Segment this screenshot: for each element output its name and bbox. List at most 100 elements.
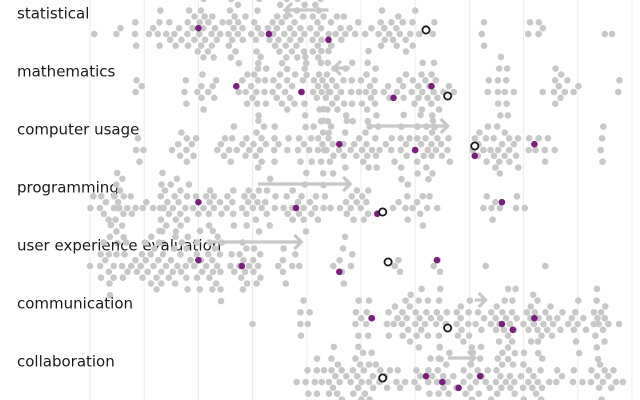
data-point	[298, 193, 305, 200]
data-point	[404, 181, 412, 188]
data-point	[351, 30, 359, 38]
data-point	[374, 123, 382, 130]
data-point	[511, 390, 518, 398]
data-point	[272, 193, 279, 200]
data-point	[255, 187, 263, 194]
data-point	[281, 88, 289, 96]
data-point	[540, 320, 547, 328]
data-point	[278, 19, 286, 26]
data-point	[156, 227, 163, 235]
data-point	[435, 106, 443, 113]
data-point	[598, 396, 605, 400]
data-point	[261, 88, 268, 96]
data-point	[303, 71, 310, 79]
data-point	[546, 378, 553, 386]
data-point	[532, 146, 539, 154]
data-point	[257, 274, 264, 282]
data-point	[343, 372, 350, 380]
data-point	[355, 135, 363, 142]
data-point	[216, 198, 224, 206]
data-point	[525, 378, 532, 386]
data-point	[204, 48, 212, 55]
data-point	[619, 378, 627, 386]
data-point	[541, 146, 548, 154]
data-point	[244, 198, 252, 206]
data-point	[183, 193, 191, 200]
data-point	[294, 54, 301, 61]
data-point	[364, 59, 371, 67]
data-point	[357, 77, 365, 84]
data-point	[313, 390, 321, 398]
highlight-point	[390, 94, 397, 102]
data-point	[553, 378, 560, 386]
data-point	[133, 77, 140, 84]
data-point	[184, 42, 192, 49]
data-point	[527, 338, 535, 345]
data-point	[185, 7, 193, 14]
data-point	[258, 158, 266, 165]
data-point	[503, 100, 510, 107]
data-point	[283, 193, 291, 200]
data-point	[508, 309, 516, 316]
data-point	[488, 204, 495, 212]
data-point	[466, 297, 474, 304]
data-point	[225, 146, 233, 154]
data-point	[258, 204, 266, 212]
data-point	[182, 77, 190, 84]
data-point	[319, 170, 327, 177]
data-point	[283, 54, 290, 61]
data-point	[329, 384, 337, 392]
data-point	[593, 297, 600, 304]
data-point	[493, 123, 501, 130]
data-point	[282, 13, 290, 20]
data-point	[590, 309, 598, 316]
data-point	[270, 146, 278, 154]
change-arrow-head	[293, 233, 304, 251]
data-point	[598, 135, 606, 142]
data-point	[254, 7, 261, 14]
data-point	[325, 135, 332, 142]
data-point	[200, 54, 207, 61]
data-point	[428, 129, 436, 136]
data-point	[198, 94, 205, 102]
data-point	[498, 384, 505, 392]
data-point	[397, 164, 405, 171]
data-point	[167, 181, 174, 188]
data-point	[314, 135, 322, 142]
data-point	[113, 228, 120, 235]
data-point	[169, 204, 177, 212]
data-point	[539, 88, 546, 96]
data-point	[411, 100, 418, 107]
data-point	[402, 297, 409, 304]
data-point	[338, 36, 345, 44]
data-point	[213, 36, 220, 44]
chart-row: collaboration	[17, 343, 627, 400]
data-point	[221, 135, 229, 142]
data-point	[271, 135, 278, 142]
data-point	[307, 135, 315, 142]
data-point	[200, 0, 207, 3]
data-point	[416, 210, 424, 218]
data-point	[255, 228, 263, 235]
data-point	[182, 262, 190, 270]
data-point	[234, 30, 242, 38]
data-point	[419, 59, 427, 67]
data-point	[483, 158, 490, 165]
data-point	[424, 146, 432, 154]
data-point	[158, 280, 165, 287]
data-point	[132, 256, 139, 264]
data-point	[580, 314, 587, 322]
data-point	[249, 193, 257, 200]
data-point	[438, 152, 446, 160]
data-point	[497, 372, 504, 380]
data-point	[342, 65, 350, 72]
data-point	[349, 251, 356, 258]
data-point	[192, 193, 200, 200]
highlight-point	[336, 268, 343, 276]
highlight-point	[433, 256, 441, 264]
data-point	[403, 314, 411, 322]
data-point	[255, 112, 262, 119]
data-point	[116, 187, 124, 194]
data-point	[524, 30, 532, 38]
highlight-point	[233, 82, 240, 90]
